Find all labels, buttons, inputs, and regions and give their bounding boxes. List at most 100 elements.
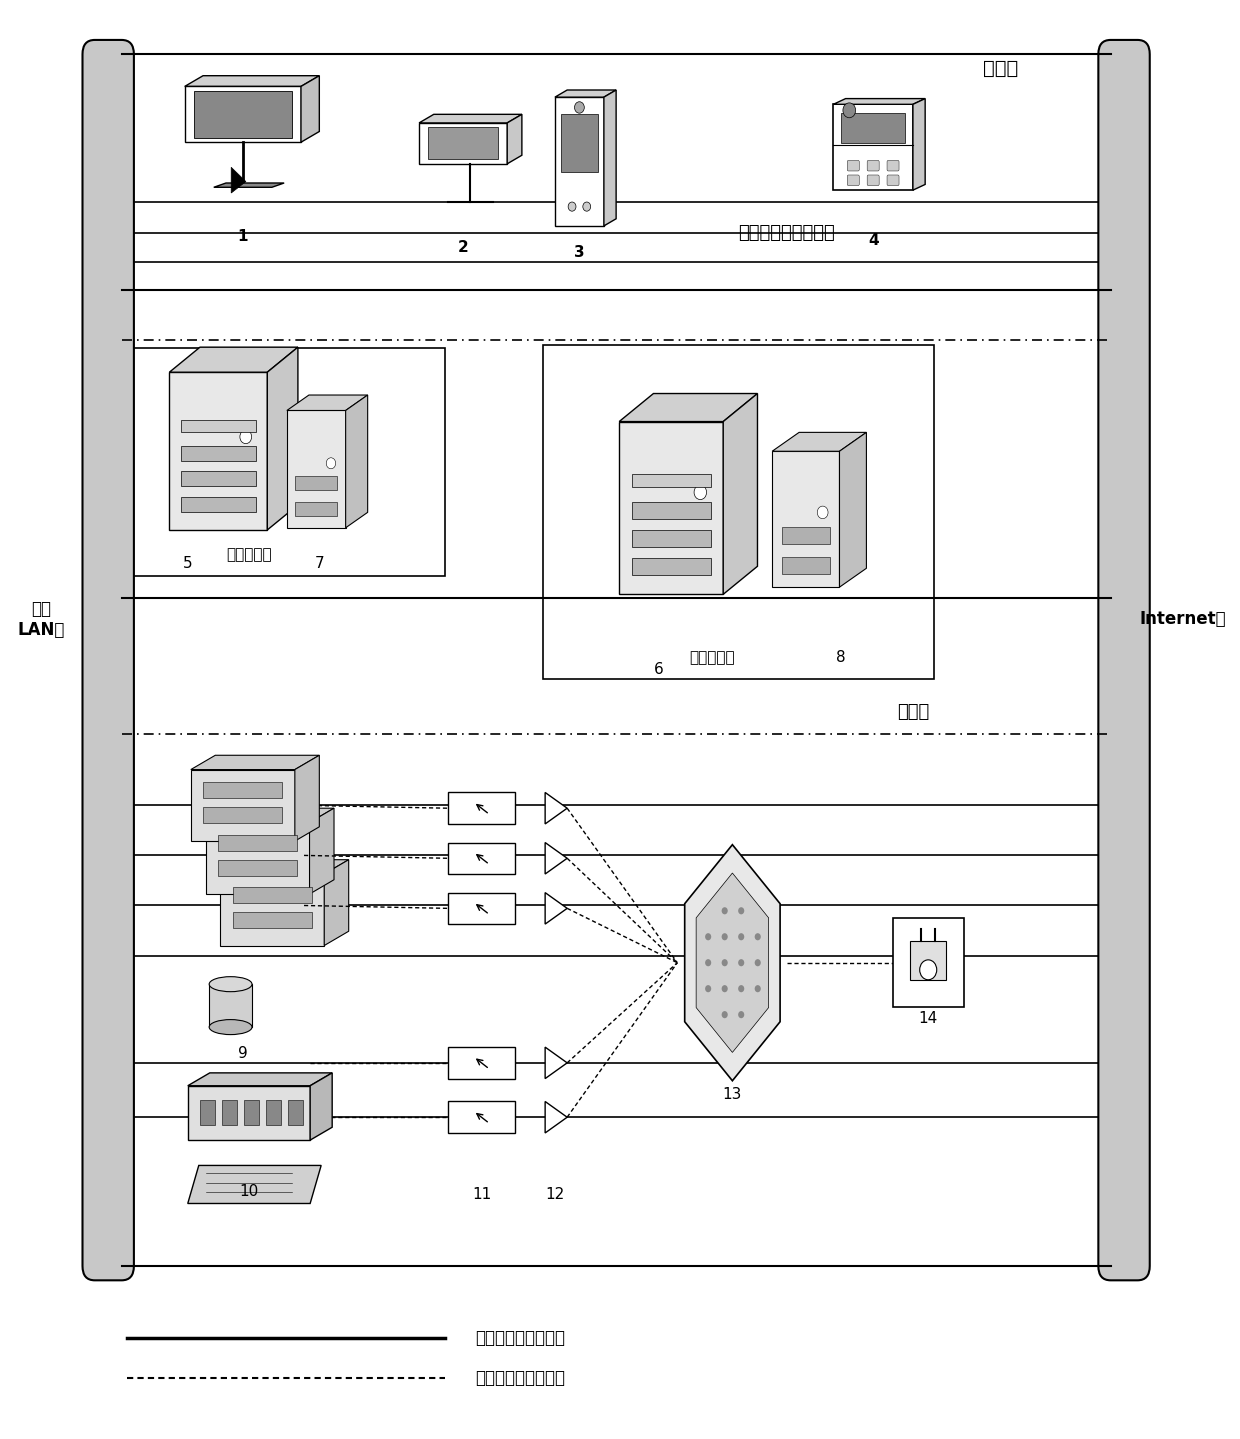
Polygon shape: [546, 1048, 567, 1079]
Text: 11: 11: [472, 1187, 491, 1203]
FancyBboxPatch shape: [781, 527, 830, 544]
Polygon shape: [206, 809, 334, 823]
Text: 13: 13: [723, 1088, 742, 1102]
Circle shape: [843, 102, 856, 118]
Polygon shape: [187, 1166, 321, 1203]
Polygon shape: [310, 1073, 332, 1140]
Text: 3: 3: [574, 245, 585, 259]
FancyBboxPatch shape: [129, 348, 445, 577]
Polygon shape: [221, 873, 324, 945]
Polygon shape: [170, 373, 268, 530]
Polygon shape: [619, 422, 723, 594]
Text: 独立空间二: 独立空间二: [689, 650, 735, 665]
Circle shape: [738, 907, 744, 914]
Polygon shape: [286, 410, 346, 528]
FancyBboxPatch shape: [295, 502, 337, 517]
Polygon shape: [773, 432, 867, 452]
FancyBboxPatch shape: [847, 176, 859, 186]
FancyBboxPatch shape: [631, 475, 711, 488]
FancyBboxPatch shape: [560, 114, 598, 171]
Text: 电流连接线（虚线）: 电流连接线（虚线）: [475, 1368, 565, 1387]
FancyBboxPatch shape: [181, 420, 255, 432]
Polygon shape: [346, 396, 368, 528]
Text: 9: 9: [238, 1046, 248, 1061]
Polygon shape: [301, 76, 320, 142]
Text: 7: 7: [315, 557, 325, 571]
Text: 故障分析决策处理层: 故障分析决策处理层: [739, 224, 836, 242]
FancyBboxPatch shape: [448, 892, 515, 924]
Polygon shape: [191, 770, 295, 842]
Polygon shape: [833, 99, 925, 104]
Polygon shape: [286, 396, 368, 410]
Circle shape: [755, 986, 761, 993]
Polygon shape: [185, 86, 301, 142]
FancyBboxPatch shape: [233, 886, 311, 902]
Polygon shape: [839, 432, 867, 587]
Polygon shape: [833, 104, 913, 190]
FancyBboxPatch shape: [1099, 40, 1149, 1281]
FancyBboxPatch shape: [203, 807, 283, 823]
Circle shape: [239, 430, 252, 443]
FancyBboxPatch shape: [448, 1048, 515, 1079]
Circle shape: [706, 986, 712, 993]
Text: 应用层: 应用层: [983, 59, 1018, 78]
Text: 机房层: 机房层: [898, 704, 930, 721]
Polygon shape: [556, 98, 604, 226]
Polygon shape: [723, 393, 758, 594]
Circle shape: [920, 960, 936, 980]
FancyBboxPatch shape: [867, 160, 879, 171]
Circle shape: [568, 201, 575, 212]
FancyBboxPatch shape: [887, 160, 899, 171]
FancyBboxPatch shape: [847, 160, 859, 171]
Circle shape: [583, 201, 590, 212]
Ellipse shape: [210, 977, 252, 991]
FancyBboxPatch shape: [631, 558, 711, 574]
Text: 医院
LAN网: 医院 LAN网: [17, 600, 64, 639]
Circle shape: [738, 932, 744, 940]
Polygon shape: [213, 183, 284, 187]
Polygon shape: [221, 859, 348, 873]
Polygon shape: [546, 793, 567, 825]
Circle shape: [817, 507, 828, 518]
Circle shape: [722, 1012, 728, 1019]
Circle shape: [738, 1012, 744, 1019]
FancyBboxPatch shape: [910, 941, 946, 980]
Text: 2: 2: [458, 240, 469, 255]
Polygon shape: [191, 755, 320, 770]
Circle shape: [722, 907, 728, 914]
FancyBboxPatch shape: [448, 843, 515, 873]
Circle shape: [722, 960, 728, 967]
Circle shape: [326, 458, 336, 469]
Circle shape: [755, 960, 761, 967]
FancyBboxPatch shape: [244, 1101, 259, 1125]
Polygon shape: [310, 809, 334, 894]
FancyBboxPatch shape: [781, 557, 830, 574]
Circle shape: [722, 986, 728, 993]
Ellipse shape: [210, 1020, 252, 1035]
FancyBboxPatch shape: [222, 1101, 237, 1125]
Text: 5: 5: [184, 557, 192, 571]
Circle shape: [738, 986, 744, 993]
FancyBboxPatch shape: [288, 1101, 303, 1125]
Circle shape: [694, 485, 707, 499]
FancyBboxPatch shape: [218, 861, 298, 876]
Polygon shape: [419, 114, 522, 122]
Text: 8: 8: [837, 650, 846, 665]
Text: 10: 10: [239, 1184, 259, 1200]
Polygon shape: [185, 76, 320, 86]
FancyBboxPatch shape: [428, 127, 498, 160]
Polygon shape: [684, 845, 780, 1081]
Polygon shape: [231, 167, 246, 193]
Polygon shape: [696, 873, 769, 1052]
Polygon shape: [556, 91, 616, 98]
FancyBboxPatch shape: [295, 476, 337, 491]
FancyBboxPatch shape: [448, 793, 515, 825]
FancyBboxPatch shape: [631, 502, 711, 518]
FancyBboxPatch shape: [893, 918, 963, 1007]
FancyBboxPatch shape: [218, 836, 298, 850]
Polygon shape: [206, 823, 310, 894]
Text: Internet网: Internet网: [1140, 610, 1226, 629]
FancyBboxPatch shape: [631, 530, 711, 547]
Polygon shape: [419, 122, 507, 164]
Polygon shape: [268, 347, 298, 530]
